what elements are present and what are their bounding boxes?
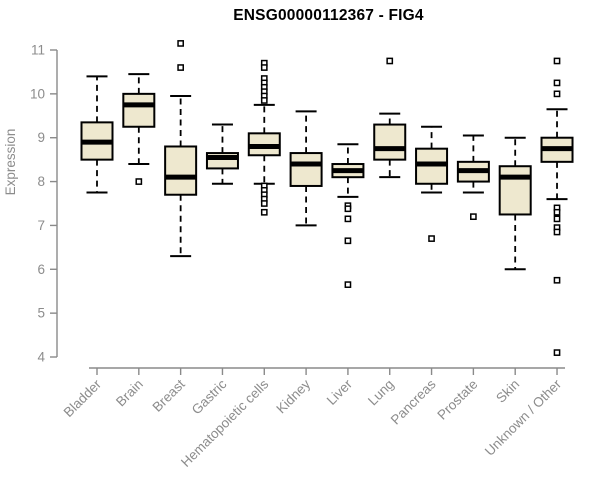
box-group-prostate <box>456 134 490 221</box>
box-rect <box>289 152 323 187</box>
y-tick-label: 10 <box>30 86 45 101</box>
box-rect <box>164 145 198 196</box>
outlier-point <box>260 200 268 207</box>
outlier-point <box>260 208 268 216</box>
x-tick-label-prostate: Prostate <box>434 377 480 423</box>
x-tick-label-gastric: Gastric <box>189 376 230 417</box>
x-tick-label-brain: Brain <box>113 377 146 410</box>
outlier-point <box>553 215 561 223</box>
x-tick-label-lung: Lung <box>365 377 397 409</box>
box-group-breast <box>164 40 198 258</box>
outlier-point <box>553 208 561 216</box>
y-tick-label: 5 <box>37 306 45 321</box>
box-group-liver <box>331 143 365 288</box>
outlier-point <box>553 228 561 236</box>
outlier-point <box>470 213 477 221</box>
outlier-point <box>135 178 143 185</box>
x-tick-label-skin: Skin <box>493 377 522 406</box>
outlier-point <box>428 235 435 242</box>
box-group-bladder <box>80 75 114 194</box>
x-tick-label-pancreas: Pancreas <box>388 376 439 427</box>
outlier-point <box>386 57 394 65</box>
box-group-kidney <box>289 110 323 227</box>
y-tick-label: 4 <box>37 350 45 365</box>
y-tick-label: 8 <box>37 174 45 189</box>
outlier-point <box>344 215 352 223</box>
y-tick-label: 7 <box>37 218 45 233</box>
x-tick-label-unknown-other: Unknown / Other <box>482 376 565 459</box>
outlier-point <box>177 64 184 71</box>
box-group-brain <box>122 73 156 185</box>
box-rect <box>122 92 156 128</box>
outlier-point <box>344 281 352 288</box>
outlier-point <box>553 57 561 65</box>
box-rect <box>498 165 532 216</box>
box-group-gastric <box>205 123 239 185</box>
outlier-point <box>553 90 561 98</box>
y-tick-label: 6 <box>37 262 45 277</box>
outlier-point <box>553 276 561 284</box>
box-group-pancreas <box>415 125 449 242</box>
x-tick-label-kidney: Kidney <box>273 376 313 416</box>
outlier-point <box>344 237 352 245</box>
x-tick-label-breast: Breast <box>150 376 188 414</box>
y-axis-title: Expression <box>3 129 18 196</box>
outlier-point <box>553 79 561 87</box>
chart-title: ENSG00000112367 - FIG4 <box>233 7 424 24</box>
outlier-point <box>260 97 268 104</box>
outlier-point <box>344 205 352 213</box>
outlier-point <box>260 64 268 71</box>
box-rect <box>373 123 407 161</box>
y-axis: 4 5 6 7 8 9 10 11 Expression <box>3 43 58 365</box>
box-group-hematopoietic-cells <box>247 59 281 216</box>
x-tick-label-bladder: Bladder <box>61 376 105 420</box>
box-group-skin <box>498 136 532 271</box>
x-tick-label-liver: Liver <box>324 376 356 408</box>
outlier-point <box>177 40 184 47</box>
outlier-point <box>553 349 561 356</box>
box-group-unknown-other <box>540 57 574 356</box>
box-group-lung <box>373 57 407 179</box>
y-tick-label: 11 <box>31 43 45 58</box>
y-tick-label: 9 <box>37 130 45 145</box>
